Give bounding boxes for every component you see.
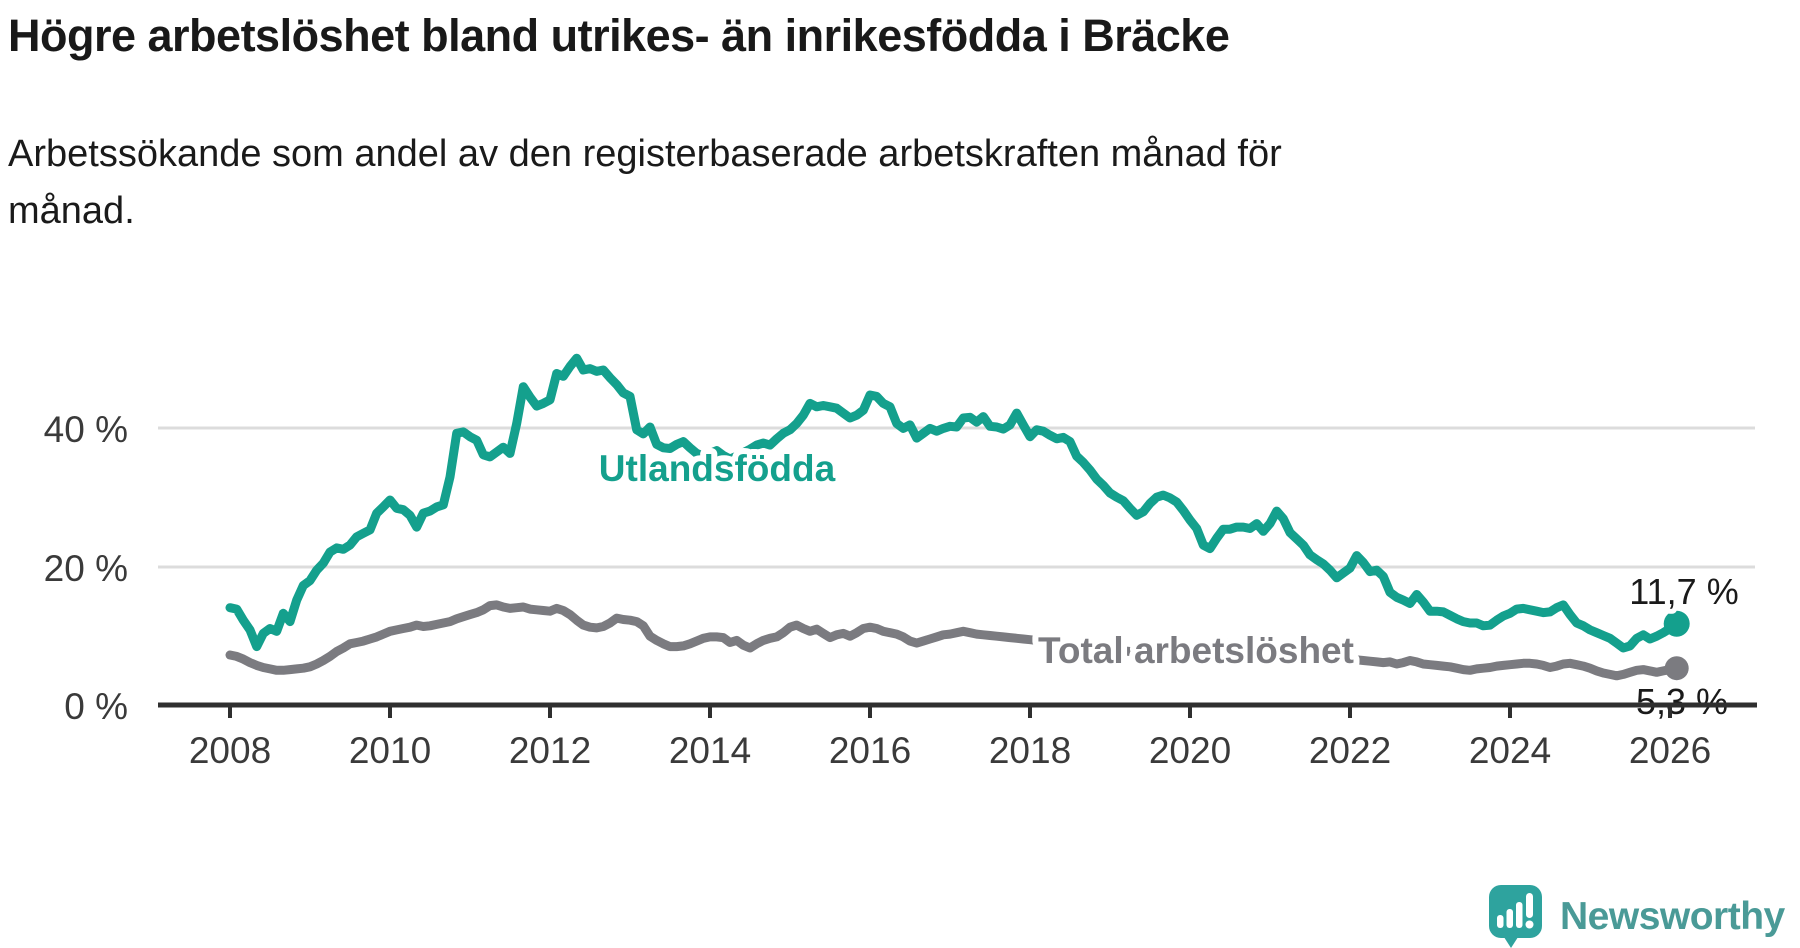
utlandsfodda-end-dot — [1663, 610, 1690, 637]
series-inline-labels: Utlandsfödda Total arbetslöshet — [593, 442, 1360, 677]
newsworthy-speech-bubble-bar-chart-icon — [1489, 885, 1542, 948]
logo-bar-2 — [1506, 909, 1513, 928]
logo-bubble — [1489, 885, 1542, 938]
chart-subtitle: Arbetssökande som andel av den registerb… — [8, 126, 1282, 240]
x-tick-label-2010: 2010 — [349, 730, 431, 771]
gridlines — [158, 426, 1755, 569]
series-label-total-arbetsloshet: Total arbetslöshet — [1038, 630, 1354, 671]
series-label-utlandsfodda: Utlandsfödda — [599, 448, 836, 489]
newsworthy-logo: Newsworthy — [1488, 884, 1785, 948]
chart-subtitle-line-1: Arbetssökande som andel av den registerb… — [8, 133, 1282, 175]
y-tick-label-0: 0 % — [64, 686, 128, 727]
y-axis-labels: 40 % 20 % 0 % — [44, 409, 128, 727]
logo-bar-1 — [1497, 915, 1504, 928]
x-tick-label-2008: 2008 — [189, 730, 271, 771]
x-tick-label-2026: 2026 — [1629, 730, 1711, 771]
series-lines — [225, 353, 1690, 681]
logo-bubble-tail — [1502, 934, 1520, 948]
x-tick-label-2018: 2018 — [989, 730, 1071, 771]
total-arbetsloshet-line — [225, 600, 1682, 681]
x-tick-label-2022: 2022 — [1309, 730, 1391, 771]
logo-exclamation-dot — [1525, 920, 1534, 929]
x-tick-label-2016: 2016 — [829, 730, 911, 771]
logo-bar-3 — [1516, 902, 1523, 928]
newsworthy-logo-text: Newsworthy — [1560, 895, 1785, 938]
y-tick-label-40: 40 % — [44, 409, 128, 450]
end-label-utlandsfodda: 11,7 % — [1629, 571, 1738, 612]
series-end-labels: 11,7 % 5,3 % — [1624, 566, 1743, 727]
end-label-total-arbetsloshet: 5,3 % — [1636, 681, 1728, 722]
logo-exclamation-stem — [1526, 893, 1533, 918]
x-tick-label-2020: 2020 — [1149, 730, 1231, 771]
utlandsfodda-line — [225, 353, 1682, 653]
x-tick-label-2012: 2012 — [509, 730, 591, 771]
y-tick-label-20: 20 % — [44, 548, 128, 589]
chart-subtitle-line-2: månad. — [8, 190, 135, 232]
chart-title: Högre arbetslöshet bland utrikes- än inr… — [8, 10, 1230, 61]
x-tick-label-2024: 2024 — [1469, 730, 1551, 771]
x-tick-label-2014: 2014 — [669, 730, 751, 771]
total-arbetsloshet-end-dot — [1664, 656, 1689, 681]
x-axis-ticks: 2008 2010 2012 2014 2016 2018 2020 2022 2024 2026 — [189, 705, 1711, 771]
